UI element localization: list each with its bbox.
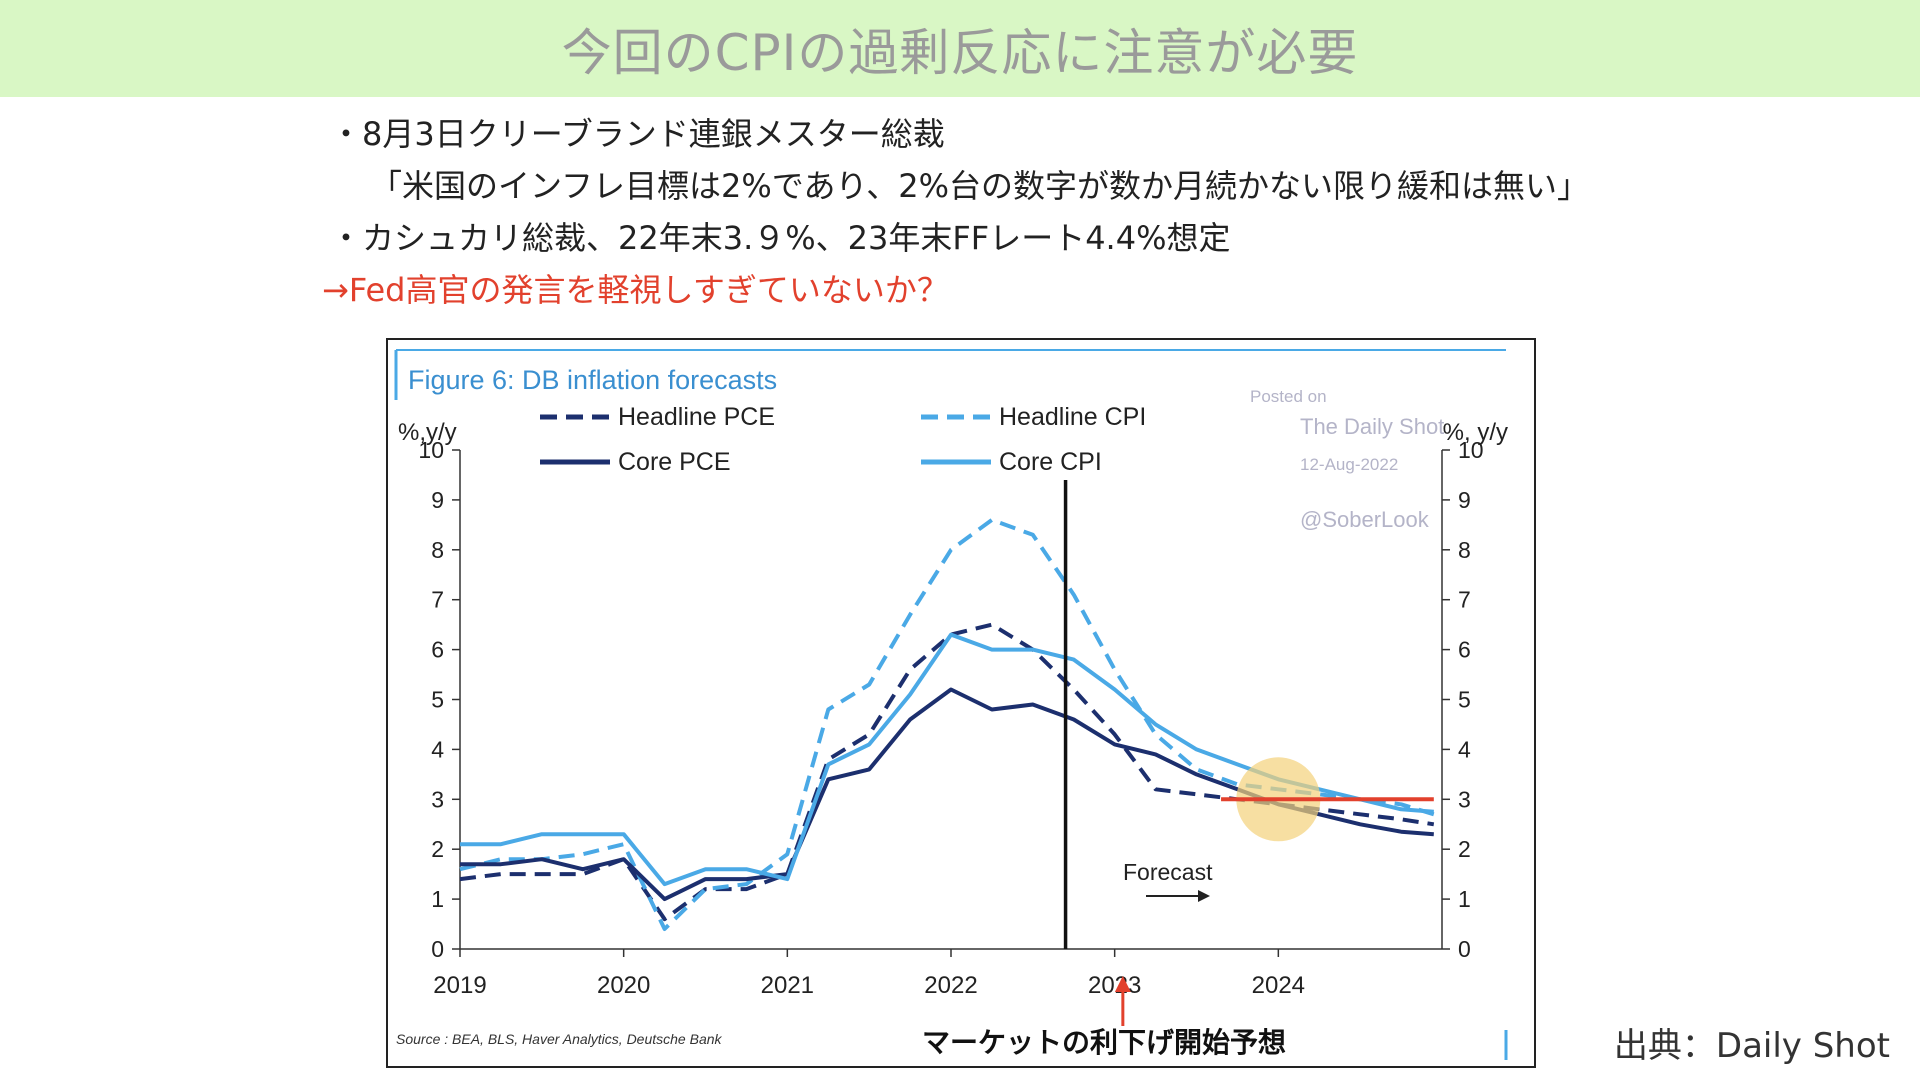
right-axis-label: %, y/y <box>1443 419 1508 446</box>
title-banner: 今回のCPIの過剰反応に注意が必要 <box>0 0 1920 97</box>
y-tick-label-left: 4 <box>431 736 444 762</box>
chart-legend: Headline PCE Headline CPI Core PCE Core CPI <box>540 403 1146 476</box>
source-credit: 出典：Daily Shot <box>1613 1026 1890 1066</box>
bullet-kashkari: ・カシュカリ総裁、22年末3.９%、23年末FFレート4.4%想定 <box>330 219 1231 257</box>
y-tick-label-right: 5 <box>1458 687 1471 713</box>
y-tick-label-left: 10 <box>418 437 444 463</box>
series-layer <box>459 517 1435 931</box>
y-tick-label-right: 2 <box>1458 836 1471 862</box>
y-tick-label-left: 8 <box>431 537 444 563</box>
annotation-layer <box>1063 480 1434 1026</box>
watermark-line-3: 12-Aug-2022 <box>1300 455 1398 474</box>
chart-frame: Figure 6: DB inflation forecasts %,y/y %… <box>386 338 1536 1068</box>
y-tick-label-left: 1 <box>431 886 444 912</box>
y-tick-label-left: 2 <box>431 836 444 862</box>
source-note: Source : BEA, BLS, Haver Analytics, Deut… <box>396 1031 723 1047</box>
x-tick-label: 2019 <box>433 972 486 999</box>
x-tick-label: 2020 <box>597 972 650 999</box>
y-tick-label-right: 3 <box>1458 786 1471 812</box>
y-tick-label-right: 6 <box>1458 637 1471 663</box>
y-tick-label-left: 9 <box>431 487 444 513</box>
market-cut-annotation: マーケットの利下げ開始予想 <box>922 1027 1286 1058</box>
legend-label: Headline CPI <box>999 403 1146 431</box>
bullet-list: ・8月3日クリーブランド連銀メスター総裁 「米国のインフレ目標は2%であり、2%… <box>322 108 1589 316</box>
chart-title: Figure 6: DB inflation forecasts <box>408 365 777 395</box>
watermark-line-4: @SoberLook <box>1300 507 1430 532</box>
left-axis-label: %,y/y <box>398 419 457 446</box>
legend-label: Core PCE <box>618 448 731 476</box>
forecast-label: Forecast <box>1123 859 1213 885</box>
y-tick-label-right: 4 <box>1458 736 1471 762</box>
y-tick-label-right: 8 <box>1458 537 1471 563</box>
legend-label: Core CPI <box>999 448 1102 476</box>
y-tick-label-left: 6 <box>431 637 444 663</box>
y-tick-label-right: 0 <box>1458 936 1471 962</box>
bullet-question: →Fed高官の発言を軽視しすぎていないか？ <box>322 271 949 309</box>
y-tick-label-left: 5 <box>431 687 444 713</box>
y-tick-label-left: 0 <box>431 936 444 962</box>
x-tick-label: 2024 <box>1252 972 1305 999</box>
x-tick-label: 2023 <box>1088 972 1141 999</box>
watermark-line-2: The Daily Shot <box>1300 414 1444 439</box>
x-tick-label: 2022 <box>924 972 977 999</box>
bullet-mester-quote: 「米国のインフレ目標は2%であり、2%台の数字が数か月続かない限り緩和は無い」 <box>370 167 1589 205</box>
x-tick-label: 2021 <box>761 972 814 999</box>
legend-label: Headline PCE <box>618 403 775 431</box>
forecast-arrow-head <box>1198 890 1210 902</box>
watermark-line-1: Posted on <box>1250 387 1327 406</box>
rate-cut-arrow-head <box>1114 976 1131 992</box>
watermark: Posted on The Daily Shot 12-Aug-2022 @So… <box>1250 387 1444 532</box>
y-tick-label-right: 1 <box>1458 886 1471 912</box>
y-tick-label-right: 7 <box>1458 587 1471 613</box>
inflation-chart: Figure 6: DB inflation forecasts %,y/y %… <box>394 349 1508 1060</box>
page-title: 今回のCPIの過剰反応に注意が必要 <box>561 23 1359 82</box>
y-tick-label-left: 7 <box>431 587 444 613</box>
y-tick-label-right: 10 <box>1458 437 1484 463</box>
bullet-mester: ・8月3日クリーブランド連銀メスター総裁 <box>330 115 945 153</box>
y-tick-label-left: 3 <box>431 786 444 812</box>
y-tick-label-right: 9 <box>1458 487 1471 513</box>
series-headline-cpi <box>459 517 1435 931</box>
